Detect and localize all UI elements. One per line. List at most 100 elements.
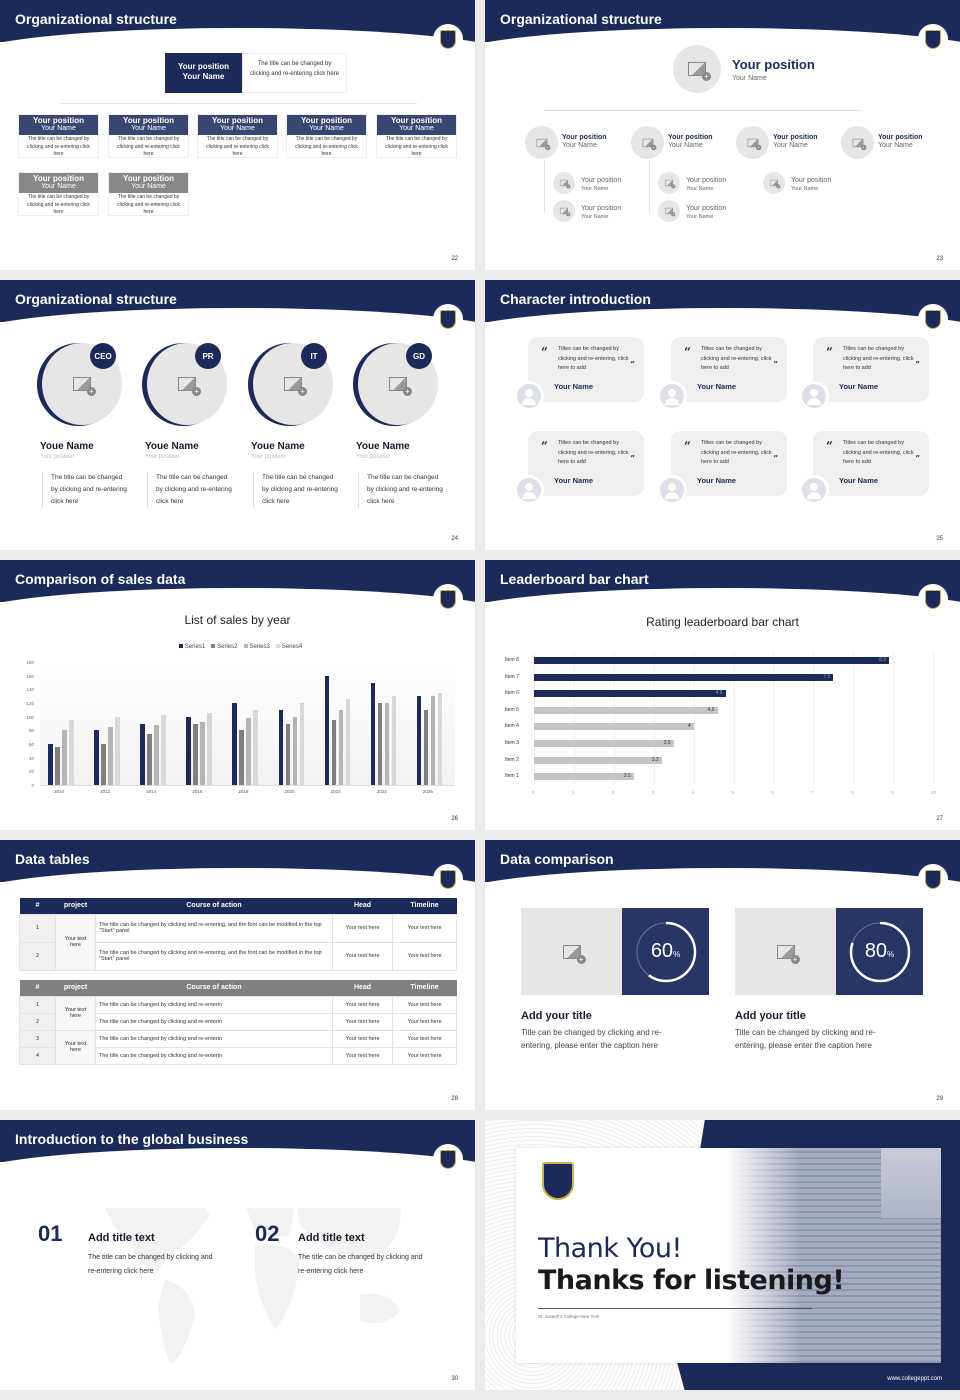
org-card[interactable]: Your position Your Name The title can be c… — [197, 114, 278, 158]
row-number: 3 — [19, 1029, 56, 1048]
person-name: Youe Name — [40, 441, 94, 452]
bar[interactable] — [161, 715, 166, 785]
image-placeholder[interactable] — [735, 908, 836, 995]
bar[interactable] — [285, 723, 291, 785]
bar[interactable] — [186, 716, 191, 785]
bar[interactable] — [377, 703, 383, 785]
bar[interactable] — [430, 696, 436, 785]
bar[interactable] — [69, 720, 74, 785]
bar[interactable] — [299, 703, 305, 785]
bar[interactable] — [193, 723, 198, 785]
slide-28[interactable]: Data tables # project Course of action Head… — [0, 840, 475, 1110]
bar[interactable] — [324, 675, 330, 785]
bar[interactable] — [55, 747, 60, 785]
bar[interactable]: 3.5 — [534, 740, 674, 747]
bar-group — [324, 663, 351, 785]
shield-icon — [440, 869, 456, 889]
card-description: The title can be changed by clicking and… — [206, 136, 269, 157]
bar-group — [278, 663, 305, 785]
photo-placeholder[interactable] — [553, 172, 575, 194]
open-quote-icon: “ — [684, 439, 691, 453]
slide-title: Data comparison — [500, 851, 614, 867]
bar[interactable] — [101, 744, 106, 785]
progress-ring-panel: 80% — [836, 908, 923, 995]
slide-31-thank-you[interactable]: Thank You! Thanks for listening! St. Jos… — [485, 1120, 960, 1390]
bar[interactable] — [253, 709, 258, 785]
bar[interactable] — [94, 730, 99, 785]
photo-placeholder[interactable] — [658, 200, 680, 222]
bar[interactable] — [338, 709, 344, 785]
bar[interactable] — [292, 716, 298, 785]
bar[interactable] — [140, 723, 145, 785]
photo-placeholder[interactable] — [631, 126, 664, 159]
bar[interactable]: 2.5 — [534, 773, 634, 781]
table-row: 1 Your text here The title can be changed … — [19, 995, 457, 1031]
slide-27[interactable]: Leaderboard bar chart Rating leaderboard… — [485, 560, 960, 830]
bar[interactable] — [384, 703, 390, 785]
avatar-icon — [799, 475, 829, 505]
name-label: Your Name — [309, 125, 344, 132]
bar[interactable] — [423, 709, 429, 785]
org-card[interactable]: Your position Your Name The title can be c… — [108, 114, 189, 158]
bar[interactable] — [232, 703, 237, 785]
org-card[interactable]: Your position Your Name The title can be c… — [376, 114, 457, 158]
org-card[interactable]: Your position Your Name The title can be c… — [18, 114, 99, 158]
photo-placeholder[interactable] — [841, 126, 874, 159]
top-photo-placeholder[interactable] — [673, 45, 721, 93]
item-description: The title can be changed by clicking and… — [298, 1254, 423, 1275]
bar[interactable] — [239, 730, 244, 785]
slide-title: Character introduction — [500, 291, 651, 307]
slide-23[interactable]: Organizational structure Your positionYo… — [485, 0, 960, 270]
photo-placeholder[interactable] — [736, 126, 769, 159]
org-card[interactable]: Your position Your Name The title can be c… — [18, 172, 99, 216]
position-label: Your position — [581, 177, 622, 184]
slide-25[interactable]: Character introduction “ Titles can be ch… — [485, 280, 960, 550]
bar[interactable]: 8.9 — [534, 657, 890, 664]
bar[interactable] — [370, 682, 376, 785]
bar[interactable]: 4 — [534, 723, 694, 731]
slide-24[interactable]: Organizational structure CEO Youe Name You… — [0, 280, 475, 550]
bar[interactable] — [416, 696, 422, 785]
bar[interactable] — [246, 718, 251, 785]
photo-placeholder[interactable] — [553, 200, 575, 222]
bar[interactable] — [62, 730, 67, 785]
bar[interactable]: 3.2 — [534, 756, 662, 764]
bar[interactable]: 4.8 — [534, 690, 726, 698]
bar[interactable] — [345, 698, 351, 785]
bar[interactable] — [437, 692, 443, 785]
action-cell: The title can be changed by clicking and… — [95, 1046, 333, 1065]
org-card[interactable]: Your position Your Name The title can be c… — [108, 172, 189, 216]
slide-29[interactable]: Data comparison 60% Add your title Title c… — [485, 840, 960, 1110]
legend-label: Series4 — [281, 644, 303, 650]
role-badge: PR — [195, 343, 221, 369]
website-link[interactable]: www.collegeppt.com — [887, 1376, 942, 1382]
legend-label: Series1 — [184, 644, 206, 650]
bar[interactable] — [391, 696, 397, 785]
head-cell: Your text here — [332, 995, 393, 1014]
bar[interactable] — [154, 724, 159, 785]
bar[interactable]: 7.5 — [534, 673, 834, 681]
close-quote-icon: ” — [773, 453, 778, 463]
bar[interactable] — [48, 744, 53, 785]
photo-placeholder[interactable] — [658, 172, 680, 194]
slide-30[interactable]: Introduction to the global business 01 Ad… — [0, 1120, 475, 1390]
slide-22[interactable]: Organizational structure Your position Yo… — [0, 0, 475, 270]
slide-26[interactable]: Comparison of sales data List of sales b… — [0, 560, 475, 830]
bar[interactable] — [115, 717, 120, 785]
image-placeholder[interactable] — [521, 908, 622, 995]
quote-text: Titles can be changed by clicking and re… — [701, 440, 772, 465]
bar[interactable] — [331, 720, 337, 785]
bar[interactable] — [278, 709, 284, 785]
photo-placeholder[interactable] — [525, 126, 558, 159]
grid-line — [573, 652, 575, 784]
bar[interactable]: 4.6 — [534, 706, 718, 714]
photo-placeholder[interactable] — [763, 172, 785, 194]
bar[interactable] — [207, 713, 212, 785]
bar-value: 4.6 — [707, 706, 715, 713]
org-card[interactable]: Your position Your Name The title can be c… — [286, 114, 367, 158]
bar[interactable] — [147, 733, 152, 785]
avatar-icon — [657, 475, 687, 505]
bar[interactable] — [108, 726, 113, 785]
quote-name: Your Name — [554, 476, 594, 485]
bar[interactable] — [200, 722, 205, 785]
